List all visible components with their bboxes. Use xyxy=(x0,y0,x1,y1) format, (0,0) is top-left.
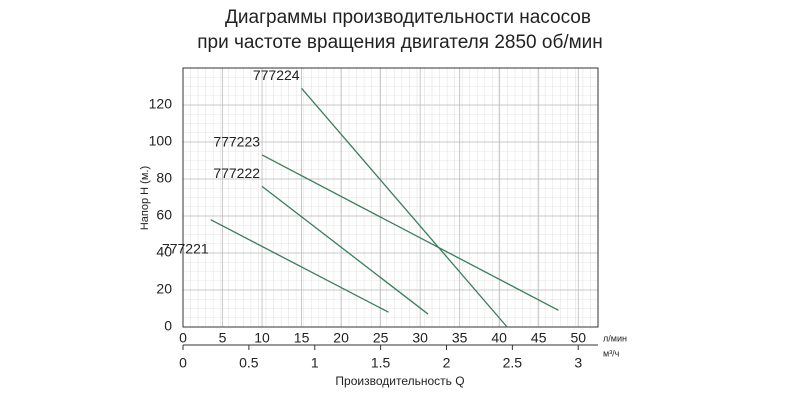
x-tick-label: 0 xyxy=(179,330,187,346)
y-axis-label: Напор H (м.) xyxy=(139,166,151,230)
series-label: 777224 xyxy=(253,67,300,83)
y-tick-label: 20 xyxy=(156,281,172,297)
chart-title: Диаграммы производительности насосов xyxy=(225,7,591,28)
plot-frame xyxy=(182,67,599,328)
x2-tick-label: 2.5 xyxy=(503,355,523,371)
y-tick-label: 0 xyxy=(164,318,172,334)
series-label: 777222 xyxy=(213,165,260,181)
x-tick-label: 40 xyxy=(491,330,507,346)
y-tick-label: 80 xyxy=(156,170,172,186)
x2-tick-label: 1 xyxy=(311,355,319,371)
x2-tick-label: 0 xyxy=(179,355,187,371)
y-tick-label: 120 xyxy=(149,96,173,112)
series-line xyxy=(210,219,389,313)
series-line xyxy=(261,154,559,311)
x-unit: л/мин xyxy=(603,333,627,343)
series-label: 777223 xyxy=(213,134,260,150)
x2-tick-label: 0.5 xyxy=(239,355,259,371)
y-tick-label: 60 xyxy=(156,207,172,223)
x-axis-label: Производительность Q xyxy=(335,374,464,388)
x2-unit: м³/ч xyxy=(603,348,620,358)
x-tick-label: 35 xyxy=(452,330,468,346)
x-tick-label: 50 xyxy=(570,330,586,346)
x-tick-label: 5 xyxy=(219,330,227,346)
chart-subtitle: при частоте вращения двигателя 2850 об/м… xyxy=(197,32,603,53)
x-tick-label: 15 xyxy=(294,330,310,346)
x-tick-label: 10 xyxy=(254,330,270,346)
series-line xyxy=(261,185,429,315)
x-tick-label: 20 xyxy=(333,330,349,346)
y-tick-label: 100 xyxy=(149,133,173,149)
series-line xyxy=(301,87,508,328)
x-tick-label: 25 xyxy=(373,330,389,346)
x2-tick-label: 2 xyxy=(443,355,451,371)
x-tick-label: 45 xyxy=(531,330,547,346)
x2-tick-label: 1.5 xyxy=(371,355,391,371)
y-tick-label: 40 xyxy=(156,244,172,260)
x-tick-label: 30 xyxy=(412,330,428,346)
x2-tick-label: 3 xyxy=(574,355,582,371)
series-label: 777221 xyxy=(162,240,209,256)
